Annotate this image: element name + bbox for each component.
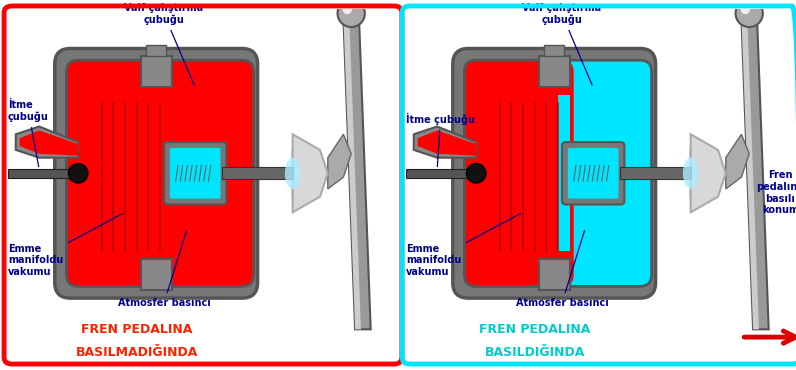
Polygon shape xyxy=(741,17,769,329)
Polygon shape xyxy=(20,130,78,156)
FancyBboxPatch shape xyxy=(539,56,570,87)
Polygon shape xyxy=(328,134,351,189)
FancyBboxPatch shape xyxy=(146,45,166,56)
FancyBboxPatch shape xyxy=(170,148,220,199)
FancyBboxPatch shape xyxy=(406,169,476,178)
Polygon shape xyxy=(726,134,749,189)
FancyBboxPatch shape xyxy=(8,169,78,178)
Text: Emme
manifoldu
vakumu: Emme manifoldu vakumu xyxy=(8,213,123,277)
Text: FREN PEDALINA: FREN PEDALINA xyxy=(479,323,591,336)
Polygon shape xyxy=(16,127,78,158)
Text: Valf çalıştırma
çubuğu: Valf çalıştırma çubuğu xyxy=(522,3,602,85)
FancyBboxPatch shape xyxy=(141,259,172,290)
Polygon shape xyxy=(691,134,726,212)
FancyBboxPatch shape xyxy=(465,60,652,286)
Text: İtme çubuğu: İtme çubuğu xyxy=(406,112,475,166)
Polygon shape xyxy=(343,17,371,329)
FancyBboxPatch shape xyxy=(621,168,691,179)
Text: BASILMADIĞINDA: BASILMADIĞINDA xyxy=(76,346,198,359)
Polygon shape xyxy=(741,17,759,329)
FancyBboxPatch shape xyxy=(539,259,570,290)
Text: İtme
çubuğu: İtme çubuğu xyxy=(8,100,49,166)
FancyBboxPatch shape xyxy=(55,48,258,298)
Circle shape xyxy=(68,164,88,183)
Polygon shape xyxy=(293,148,300,198)
Circle shape xyxy=(736,0,763,27)
Circle shape xyxy=(342,5,352,14)
Polygon shape xyxy=(418,130,476,156)
Polygon shape xyxy=(414,127,476,158)
FancyBboxPatch shape xyxy=(558,95,570,251)
Text: BASILDIĞINDA: BASILDIĞINDA xyxy=(485,346,585,359)
Circle shape xyxy=(466,164,486,183)
Text: Atmosfer basıncı: Atmosfer basıncı xyxy=(516,231,608,308)
Circle shape xyxy=(740,5,750,14)
Ellipse shape xyxy=(683,158,699,189)
Text: Fren
pedalına
basılı
konum: Fren pedalına basılı konum xyxy=(756,171,796,215)
Polygon shape xyxy=(293,134,328,212)
Text: FREN PEDALINA: FREN PEDALINA xyxy=(81,323,193,336)
Text: Valf çalıştırma
çubuğu: Valf çalıştırma çubuğu xyxy=(124,3,204,85)
Circle shape xyxy=(338,0,365,27)
FancyBboxPatch shape xyxy=(141,56,172,87)
Text: Atmosfer basıncı: Atmosfer basıncı xyxy=(118,231,210,308)
Polygon shape xyxy=(343,17,361,329)
FancyBboxPatch shape xyxy=(223,168,293,179)
Polygon shape xyxy=(691,148,698,198)
FancyBboxPatch shape xyxy=(562,142,624,205)
Text: Emme
manifoldu
vakumu: Emme manifoldu vakumu xyxy=(406,213,521,277)
Ellipse shape xyxy=(285,158,301,189)
FancyBboxPatch shape xyxy=(67,60,254,286)
FancyBboxPatch shape xyxy=(453,48,656,298)
FancyBboxPatch shape xyxy=(465,60,574,286)
FancyBboxPatch shape xyxy=(568,148,618,199)
FancyBboxPatch shape xyxy=(164,142,226,205)
FancyBboxPatch shape xyxy=(544,45,564,56)
